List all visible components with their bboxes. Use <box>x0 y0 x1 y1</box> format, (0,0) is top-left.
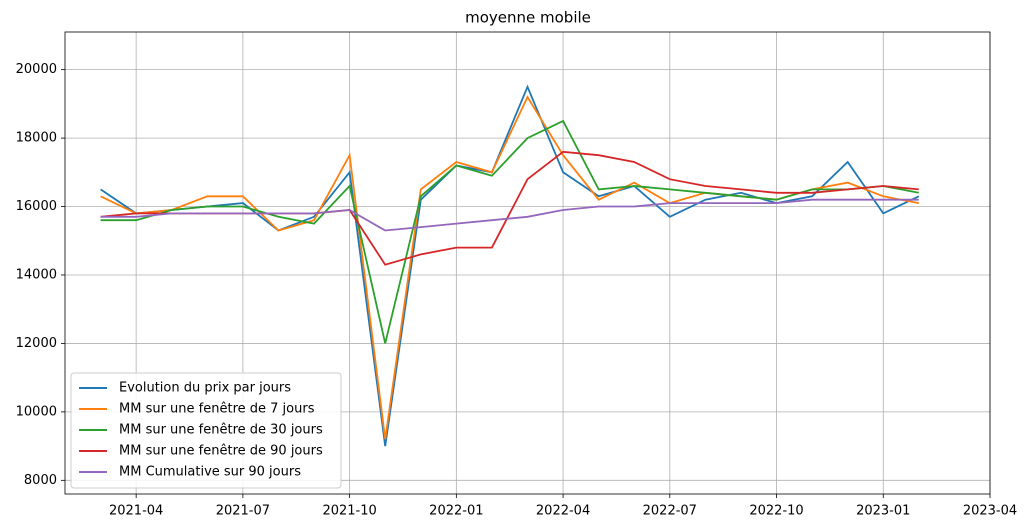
legend-label: MM Cumulative sur 90 jours <box>119 465 301 480</box>
legend-label: MM sur une fenêtre de 90 jours <box>119 444 323 459</box>
legend-label: MM sur une fenêtre de 7 jours <box>119 402 315 417</box>
chart-title: moyenne mobile <box>465 9 591 27</box>
y-tick-label: 14000 <box>16 267 57 282</box>
legend-label: Evolution du prix par jours <box>119 381 291 396</box>
x-tick-label: 2022-04 <box>536 504 590 519</box>
x-tick-label: 2021-07 <box>216 504 270 519</box>
x-tick-label: 2022-01 <box>429 504 483 519</box>
legend: Evolution du prix par jours MM sur une fe… <box>70 372 342 489</box>
y-tick-label: 20000 <box>16 62 57 77</box>
y-tick-label: 12000 <box>16 336 57 351</box>
x-tick-label: 2021-04 <box>109 504 163 519</box>
series-line <box>100 150 919 266</box>
y-tick-label: 8000 <box>24 473 57 488</box>
x-tick-label: 2022-10 <box>749 504 803 519</box>
x-tick-label: 2023-01 <box>856 504 910 519</box>
legend-box <box>70 372 342 489</box>
x-tick-label: 2021-10 <box>322 504 376 519</box>
y-tick-label: 18000 <box>16 131 57 146</box>
legend-label: MM sur une fenêtre de 30 jours <box>119 423 323 438</box>
series-line <box>100 198 919 232</box>
plot-frame <box>64 31 991 495</box>
series-line <box>100 119 919 344</box>
y-tick-label: 16000 <box>16 199 57 214</box>
y-tick-label: 10000 <box>16 404 57 419</box>
x-tick-label: 2023-04 <box>963 504 1017 519</box>
x-tick-label: 2022-07 <box>643 504 697 519</box>
